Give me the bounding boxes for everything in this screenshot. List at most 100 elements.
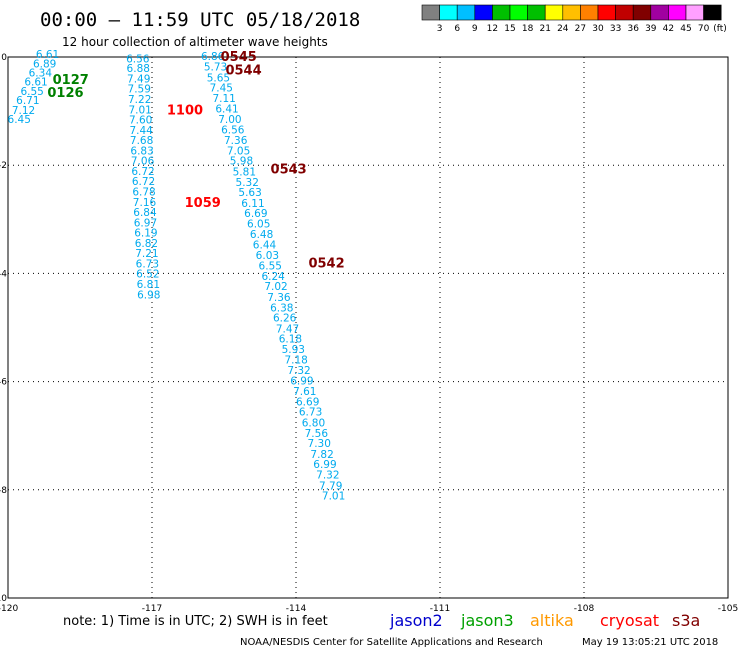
wave-height-value: 6.72 <box>131 166 154 178</box>
wave-height-value: 7.36 <box>224 135 248 147</box>
wave-height-value: 7.82 <box>310 449 333 461</box>
wave-height-value: 6.45 <box>8 114 31 126</box>
wave-height-values: 6.616.896.346.616.556.717.126.456.566.88… <box>8 49 346 502</box>
legend-swatch <box>544 4 564 21</box>
wave-height-value: 6.82 <box>135 238 158 250</box>
legend-label: 39 <box>645 24 657 34</box>
legend-label: 18 <box>522 24 534 34</box>
wave-height-value: 6.99 <box>290 375 313 387</box>
x-tick-label: -108 <box>574 604 595 614</box>
legend-swatch <box>615 4 634 21</box>
legend-swatch <box>632 4 652 21</box>
legend-label: 12 <box>487 24 498 34</box>
legend-swatch <box>527 4 546 21</box>
satellite-name: cryosat <box>600 611 659 630</box>
legend-swatch <box>597 4 616 21</box>
wave-height-value: 7.16 <box>133 197 157 209</box>
wave-height-value: 5.32 <box>236 177 259 189</box>
wave-height-value: 6.52 <box>136 269 159 281</box>
wave-height-value: 6.61 <box>24 77 47 89</box>
wave-height-value: 7.45 <box>210 83 233 95</box>
legend-swatch <box>650 4 669 21</box>
wave-height-value: 6.19 <box>134 228 157 240</box>
legend-label: 30 <box>592 24 604 34</box>
wave-height-value: 6.11 <box>241 198 264 210</box>
wave-height-value: 7.60 <box>129 115 152 127</box>
wave-height-value: 6.18 <box>279 334 302 346</box>
legend-label: 45 <box>680 24 691 34</box>
x-tick-label: -117 <box>142 604 162 614</box>
wave-height-value: 7.22 <box>128 94 151 106</box>
legend-label: 15 <box>504 24 515 34</box>
wave-height-value: 7.12 <box>12 105 35 117</box>
legend-swatch <box>492 4 511 21</box>
y-tick-label: -8 <box>0 486 7 496</box>
pass-time-label: 0126 <box>47 86 83 101</box>
legend-label: 21 <box>539 24 550 34</box>
footer-note: note: 1) Time is in UTC; 2) SWH is in fe… <box>63 614 328 629</box>
legend-label: 9 <box>472 24 478 34</box>
wave-height-value: 6.24 <box>261 271 285 283</box>
page-subtitle: 12 hour collection of altimeter wave hei… <box>62 35 328 49</box>
wave-height-value: 6.71 <box>16 95 39 107</box>
wave-height-value: 5.73 <box>204 62 227 74</box>
satellite-name: jason2 <box>389 611 443 630</box>
wave-height-value: 7.30 <box>308 438 331 450</box>
wave-height-value: 6.55 <box>20 86 43 98</box>
pass-time-label: 0127 <box>53 73 89 88</box>
satellite-name: altika <box>530 611 574 630</box>
wave-height-value: 6.69 <box>244 208 267 220</box>
wave-height-value: 5.81 <box>233 166 256 178</box>
wave-height-value: 6.84 <box>133 207 157 219</box>
wave-height-value: 7.05 <box>227 145 250 157</box>
wave-height-value: 7.56 <box>305 428 329 440</box>
wave-height-value: 7.21 <box>135 248 158 260</box>
wave-height-value: 6.38 <box>270 302 293 314</box>
pass-time-label: 1059 <box>185 196 221 211</box>
legend-swatch <box>703 4 722 21</box>
pass-time-label: 0545 <box>221 50 257 65</box>
x-tick-label: -120 <box>0 604 18 614</box>
satellite-name: s3a <box>672 611 700 630</box>
y-tick-label: -4 <box>0 269 7 279</box>
satellite-legend: jason2 jason3 altika cryosat s3a <box>389 611 700 630</box>
x-tick-label: -105 <box>718 604 738 614</box>
y-tick-label: -2 <box>0 161 7 171</box>
wave-height-value: 6.55 <box>259 261 282 273</box>
wave-height-value: 6.56 <box>126 53 150 65</box>
wave-height-value: 7.68 <box>130 135 153 147</box>
wave-height-value: 7.06 <box>131 156 155 168</box>
legend-swatch <box>439 4 458 21</box>
plot-area: -120 -117 -114 -111 -108 -105 0 -2 -4 -6 -8 -10 6.6… <box>0 49 738 614</box>
wave-height-value: 6.48 <box>250 229 273 241</box>
wave-height-value: 7.02 <box>264 281 287 293</box>
wave-height-value: 5.98 <box>230 156 253 168</box>
wave-height-value: 6.56 <box>221 124 245 136</box>
legend-swatch <box>580 4 599 21</box>
legend-swatch <box>562 4 581 21</box>
wave-height-value: 6.81 <box>137 279 160 291</box>
axis-ticks: -120 -117 -114 -111 -108 -105 0 -2 -4 -6 -8 -10 <box>0 53 738 614</box>
wave-height-value: 7.01 <box>128 104 151 116</box>
legend-label: 27 <box>575 24 586 34</box>
wave-height-value: 7.32 <box>287 365 310 377</box>
wave-height-value: 7.61 <box>293 386 316 398</box>
legend-label: 3 <box>437 24 443 34</box>
wave-height-value: 7.11 <box>212 93 235 105</box>
wave-height-value: 6.83 <box>130 145 153 157</box>
legend-label: 6 <box>454 24 460 34</box>
wave-height-value: 6.89 <box>33 58 56 70</box>
legend-label: 33 <box>610 24 621 34</box>
legend-label: 24 <box>557 24 569 34</box>
satellite-name: jason3 <box>460 611 514 630</box>
wave-height-value: 7.44 <box>129 125 153 137</box>
wave-height-value: 6.86 <box>201 51 225 63</box>
y-tick-label: -6 <box>0 378 7 388</box>
wave-height-value: 6.26 <box>273 313 297 325</box>
wave-height-value: 6.80 <box>302 418 325 430</box>
wave-height-value: 7.01 <box>322 491 345 503</box>
wave-height-value: 6.41 <box>215 104 238 116</box>
legend-label: 36 <box>627 24 639 34</box>
legend-swatch <box>421 4 440 21</box>
